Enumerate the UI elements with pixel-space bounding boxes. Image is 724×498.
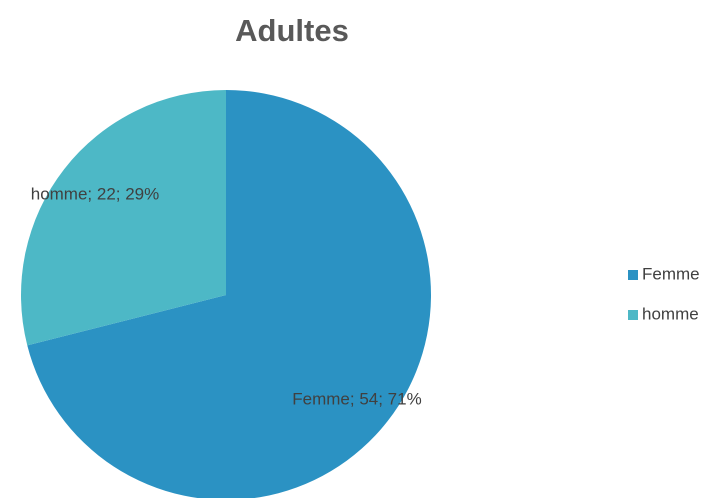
legend-swatch bbox=[628, 310, 638, 320]
legend-label: Femme bbox=[642, 264, 700, 283]
chart-title: Adultes bbox=[235, 13, 349, 48]
legend-label: homme bbox=[642, 304, 699, 323]
pie-slice bbox=[20, 90, 227, 346]
pie-slice bbox=[27, 90, 431, 498]
data-label: Femme; 54; 71% bbox=[292, 389, 421, 408]
legend-swatch bbox=[628, 270, 638, 280]
data-label: homme; 22; 29% bbox=[31, 184, 160, 203]
